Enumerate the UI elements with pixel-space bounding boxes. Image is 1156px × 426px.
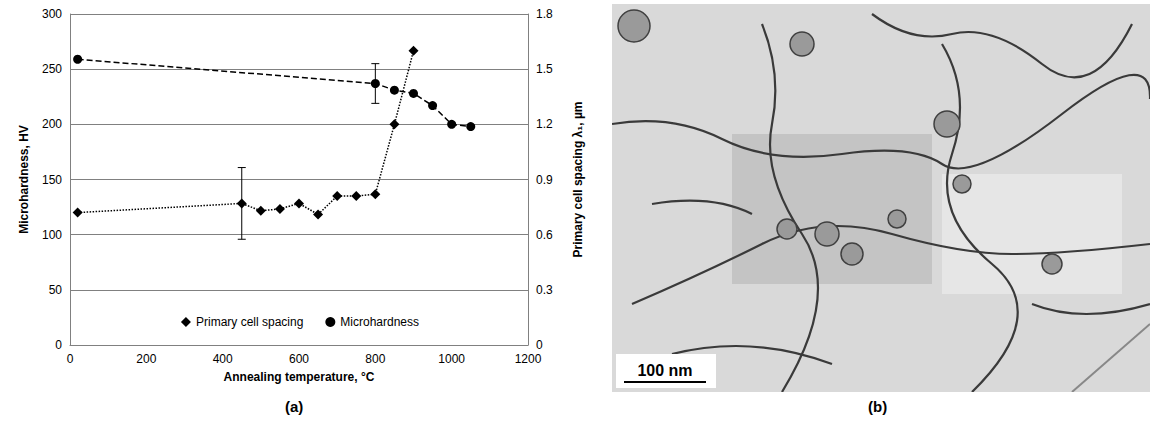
svg-text:Primary cell spacing λ₁, µm: Primary cell spacing λ₁, µm [571, 102, 585, 258]
svg-text:200: 200 [136, 352, 156, 366]
svg-text:100: 100 [42, 228, 62, 242]
svg-text:1.5: 1.5 [536, 62, 553, 76]
svg-text:800: 800 [365, 352, 385, 366]
html-text:(b): (b) [868, 398, 888, 415]
html-text:(a): (a) [285, 398, 304, 415]
svg-text:100 nm: 100 nm [637, 362, 692, 379]
svg-text:150: 150 [42, 173, 62, 187]
svg-text:200: 200 [42, 117, 62, 131]
svg-text:300: 300 [42, 7, 62, 21]
svg-text:250: 250 [42, 62, 62, 76]
svg-text:0.3: 0.3 [536, 283, 553, 297]
svg-text:1000: 1000 [438, 352, 465, 366]
svg-text:Primary cell spacing: Primary cell spacing [196, 315, 303, 329]
svg-text:1.2: 1.2 [536, 117, 553, 131]
svg-text:600: 600 [289, 352, 309, 366]
svg-text:0: 0 [67, 352, 74, 366]
svg-text:Microhardness: Microhardness [340, 315, 419, 329]
svg-text:0.9: 0.9 [536, 173, 553, 187]
svg-text:400: 400 [213, 352, 233, 366]
svg-text:0: 0 [55, 338, 62, 352]
svg-text:50: 50 [49, 283, 63, 297]
svg-text:1200: 1200 [515, 352, 542, 366]
svg-text:0: 0 [536, 338, 543, 352]
svg-text:1.8: 1.8 [536, 7, 553, 21]
svg-text:Annealing temperature, °C: Annealing temperature, °C [224, 370, 375, 384]
svg-text:0.6: 0.6 [536, 228, 553, 242]
svg-text:Microhardness, HV: Microhardness, HV [17, 125, 31, 234]
